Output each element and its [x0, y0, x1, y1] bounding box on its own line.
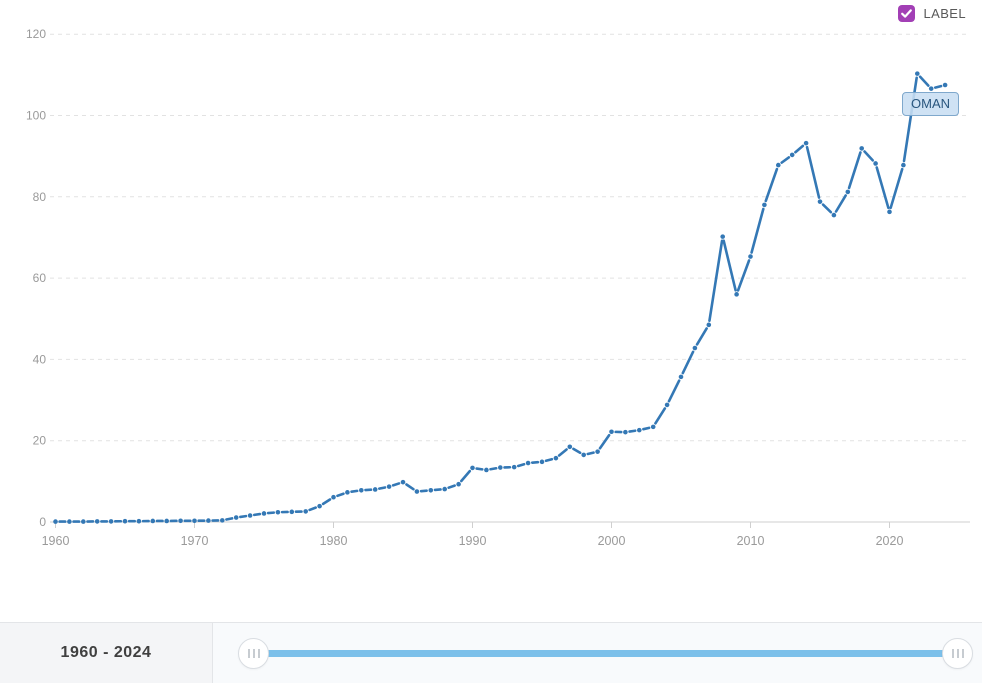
svg-text:60: 60	[33, 271, 47, 285]
svg-text:1970: 1970	[181, 534, 209, 548]
series-annotation-oman[interactable]: OMAN	[902, 92, 959, 116]
label-checkbox[interactable]	[897, 5, 915, 22]
svg-text:1980: 1980	[320, 534, 348, 548]
range-selector-bar: 1960 - 2024	[0, 622, 982, 683]
svg-text:1990: 1990	[459, 534, 487, 548]
svg-text:2010: 2010	[737, 534, 765, 548]
svg-text:40: 40	[33, 352, 47, 366]
line-chart-canvas[interactable]: 0 20 40 60 80 100 120 1960 1970 1980 1990 2000 2010 2…	[0, 0, 982, 622]
year-range-slider[interactable]	[213, 623, 982, 683]
svg-text:0: 0	[39, 515, 46, 529]
checkmark-icon	[900, 9, 912, 18]
range-label-cell: 1960 - 2024	[0, 623, 213, 683]
slider-handle-left[interactable]	[238, 638, 269, 669]
legend: LABEL	[897, 5, 966, 22]
svg-text:20: 20	[33, 434, 47, 448]
svg-text:2020: 2020	[876, 534, 904, 548]
svg-text:80: 80	[33, 190, 47, 204]
svg-text:100: 100	[26, 109, 46, 123]
range-label: 1960 - 2024	[60, 644, 152, 661]
svg-text:2000: 2000	[598, 534, 626, 548]
grip-lines-icon	[951, 649, 954, 658]
chart-plot-area[interactable]: 0 20 40 60 80 100 120 1960 1970 1980 1990 2000 2010 2…	[0, 0, 982, 622]
svg-text:1960: 1960	[42, 534, 70, 548]
slider-handle-right[interactable]	[942, 638, 973, 669]
grip-lines-icon	[247, 649, 250, 658]
svg-text:120: 120	[26, 27, 46, 41]
slider-track[interactable]	[253, 650, 958, 657]
legend-label: LABEL	[923, 6, 966, 21]
